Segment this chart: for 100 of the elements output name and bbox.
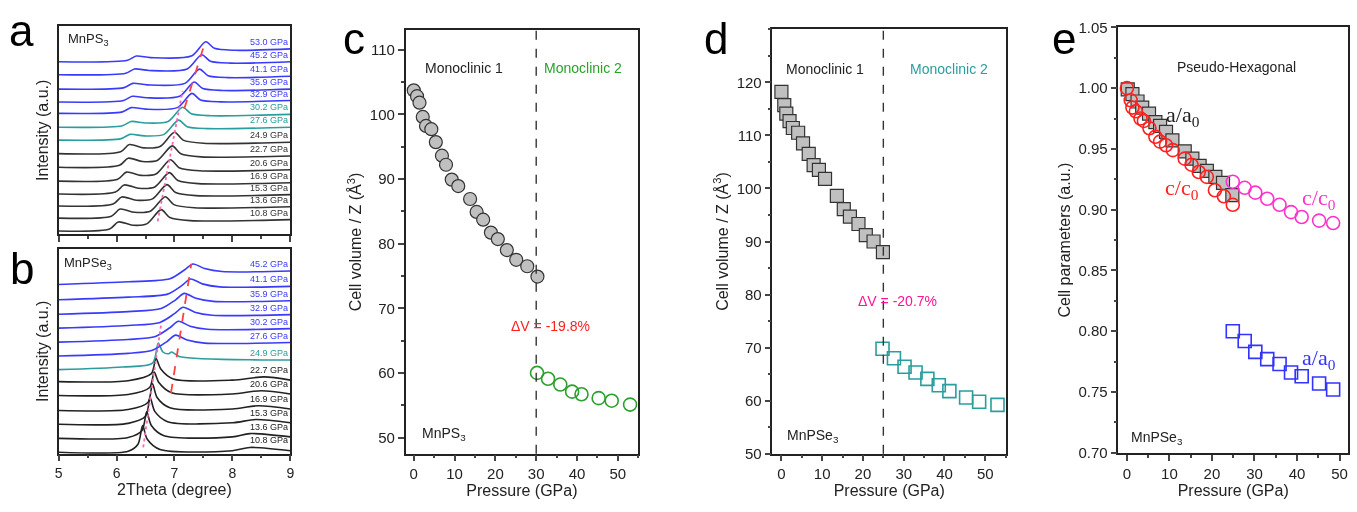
point [774,84,789,99]
annotation: c/c$_{0}$ [1302,185,1336,213]
y-tick-label: 90 [745,232,762,250]
series-label: 24.9 GPa [250,130,289,140]
series-label: 15.3 GPa [250,183,289,193]
point [942,383,957,399]
point [897,359,912,375]
y-tick-label: 80 [745,285,762,303]
point [1142,120,1157,136]
point [1136,113,1152,129]
y-tick-label: 1.05 [1078,18,1108,36]
point [604,393,620,408]
x-tick-label: 10 [813,465,831,483]
series-label: 13.6 GPa [250,422,289,432]
point [438,157,454,172]
point [622,397,638,412]
x-tick-label: 0 [777,465,786,483]
y-tick-label: 0.75 [1078,383,1108,401]
x-tick-label: 5 [54,465,63,482]
point [1259,351,1275,367]
annotation: Monoclinic 2 [910,61,989,77]
point [817,171,833,187]
y-tick-label: 60 [745,391,762,409]
annotation: MnPS$_{3}$ [68,31,109,48]
series-label: 22.7 GPa [250,365,289,375]
point [1216,189,1232,204]
x-tick-label: 0 [1122,464,1132,482]
x-tick-label: 40 [1288,464,1306,482]
series-label: 30.2 GPa [250,102,289,112]
series-label: 41.1 GPa [250,64,289,74]
point [1283,204,1299,220]
point [463,191,478,207]
y-tick-label: 60 [378,364,395,382]
point [564,384,580,399]
point [1325,382,1341,397]
chart-title: e [1052,14,1077,63]
x-tick-label: 7 [170,465,179,482]
point [829,188,844,203]
point [1325,215,1341,231]
x-tick-label: 40 [568,465,586,483]
series-label: 16.9 GPa [250,394,289,404]
point [1272,356,1287,372]
annotation: MnPSe$_{3}$ [1131,429,1183,447]
x-axis-title: Pressure (GPa) [1177,481,1289,499]
point [1311,376,1327,391]
y-tick-label: 0.95 [1078,140,1108,158]
chart-title: a [9,6,34,55]
series-label: 53.0 GPa [250,37,289,47]
point [424,122,439,137]
series-label: 20.6 GPa [250,379,289,389]
point [1177,151,1193,166]
point [1237,333,1252,349]
point [1283,365,1299,380]
point [1148,129,1163,145]
y-axis-title: Intensity (a.u.) [34,300,52,402]
x-tick-label: 20 [1203,464,1221,482]
annotation: a/a$_{0}$ [1166,102,1200,130]
point [540,371,556,387]
point [1199,169,1215,185]
point [1133,111,1148,126]
y-tick-label: 0.85 [1078,261,1108,279]
x-tick-label: 6 [112,465,121,482]
point [1237,180,1252,196]
annotation: Monoclinic 1 [425,60,504,76]
y-tick-label: 120 [736,73,762,91]
chart-title: b [10,244,35,293]
point [1152,134,1168,149]
series-label: 22.7 GPa [250,144,289,154]
x-axis-title: 2Theta (degree) [117,481,232,499]
y-axis-title: Cell parameters (a.u.) [1055,162,1073,318]
series-label: 20.6 GPa [250,158,289,168]
series-label: 32.9 GPa [250,89,289,99]
point [476,212,491,227]
point [552,377,568,392]
point [1207,182,1223,198]
point [908,365,923,380]
point [530,269,545,284]
point [1191,164,1207,180]
y-tick-label: 90 [378,170,395,188]
x-tick-label: 50 [609,465,627,483]
series-label: 10.8 GPa [250,208,289,218]
point [1225,323,1241,339]
point [509,252,524,267]
series-label: 30.2 GPa [250,317,289,327]
y-tick-label: 70 [745,338,762,356]
point [490,231,505,247]
y-tick-label: 0.70 [1078,444,1108,462]
annotation: c/c$_{0}$ [1165,175,1199,203]
y-tick-label: 0.90 [1078,200,1108,218]
y-tick-label: 0.80 [1078,322,1108,340]
point [866,234,881,249]
x-tick-label: 10 [446,465,463,483]
annotation: Monoclinic 2 [544,60,623,76]
point [1311,213,1327,228]
annotation: MnPSe$_{3}$ [787,427,839,445]
y-tick-label: 100 [369,105,395,123]
y-tick-label: 50 [378,428,395,446]
annotation: ΔV = -19.8% [511,318,591,334]
y-tick-label: 110 [737,126,762,144]
chart-title: c [343,14,365,63]
